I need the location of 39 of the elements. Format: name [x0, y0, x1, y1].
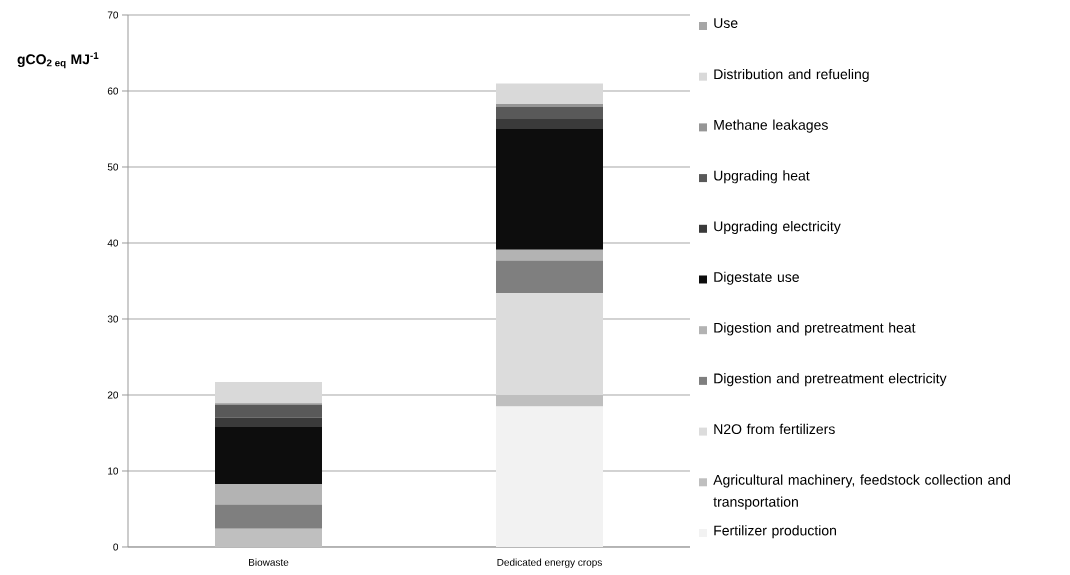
bar [496, 394, 604, 407]
bar [496, 260, 604, 294]
x-tick-label: Dedicated energy crops [497, 558, 602, 568]
y-tick-label: 20 [107, 391, 119, 399]
legend-label: Use [714, 18, 738, 28]
legend-label: Fertilizer production [714, 525, 836, 539]
y-tick-label: 40 [107, 239, 119, 247]
bar [215, 426, 323, 484]
bar [215, 417, 323, 427]
y-tick-label: 30 [107, 315, 119, 323]
y-tick-label: 70 [107, 11, 119, 19]
y-tick-label: 10 [108, 467, 119, 475]
legend-label: Upgrading heat [714, 170, 810, 184]
y-axis-title: gCO$_{2 eq}$ MJ$^{-1}$ [17, 52, 99, 69]
legend-label: Digestion and pretreatment electricity [714, 373, 947, 387]
bar [496, 128, 604, 250]
legend-label: Agricultural machinery, feedstock collection and transportation [713, 474, 1011, 510]
legend-label: Upgrading electricity [714, 220, 841, 235]
bar [496, 293, 604, 395]
bar [496, 249, 604, 261]
legend-label: Methane leakages [714, 119, 828, 133]
bar [496, 83, 604, 104]
x-tick-label: Biowaste [249, 558, 289, 566]
y-tick-label: 50 [107, 163, 119, 171]
y-tick-label: 0 [113, 543, 119, 551]
bar [215, 483, 323, 505]
bar [496, 119, 604, 129]
legend-label: Digestate use [714, 271, 799, 285]
y-tick-label: 60 [107, 87, 119, 95]
bar [496, 106, 604, 120]
bar [215, 504, 323, 529]
legend-label: Digestion and pretreatment heat [714, 322, 916, 336]
legend-label: Distribution and refueling [714, 68, 869, 82]
bar [215, 382, 323, 404]
bar [496, 103, 604, 107]
bar [215, 404, 323, 418]
bar [496, 406, 604, 547]
bar [215, 528, 323, 547]
legend-label: N2O from fertilizers [714, 423, 835, 435]
